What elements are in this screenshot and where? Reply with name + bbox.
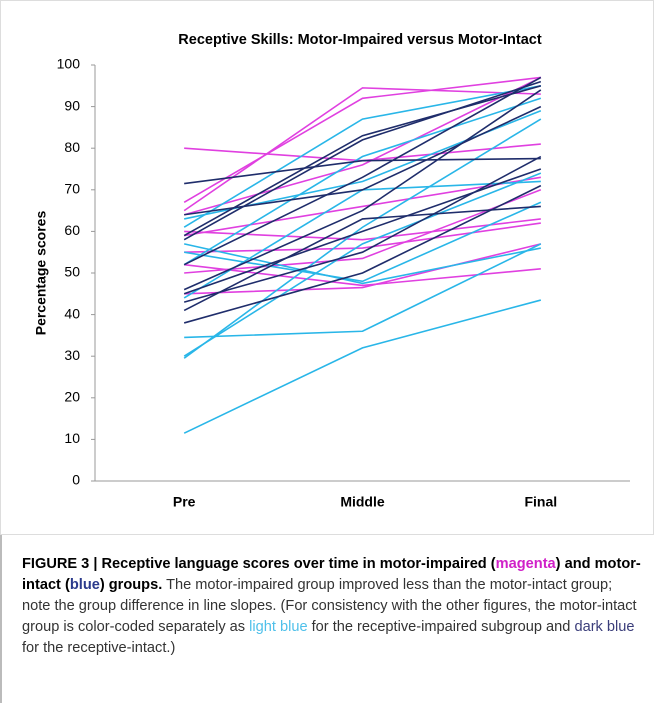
chart-title: Receptive Skills: Motor-Impaired versus …: [178, 32, 542, 48]
y-tick-label: 90: [64, 97, 80, 113]
series-line: [184, 189, 542, 274]
series-line: [183, 76, 542, 266]
series-line: [183, 205, 541, 312]
frame: [0, 0, 654, 535]
caption-text: ) groups.: [99, 577, 163, 593]
y-tick-label: 80: [64, 139, 80, 155]
caption-text: for the receptive-impaired subgroup and: [307, 619, 575, 635]
y-axis-label: Percentage scores: [33, 211, 49, 336]
series-line: [183, 89, 542, 291]
caption-text: magenta: [495, 556, 556, 572]
x-tick-label: Pre: [173, 494, 196, 510]
y-tick-label: 0: [72, 472, 80, 488]
series-line: [183, 76, 541, 203]
series-line: [184, 218, 541, 241]
caption: FIGURE 3 | Receptive language scores ove…: [22, 554, 642, 659]
caption-title: FIGURE 3 | Receptive language scores ove…: [22, 556, 641, 593]
chart: Receptive Skills: Motor-Impaired versus …: [0, 0, 654, 535]
series-line: [183, 76, 542, 216]
caption-text: The motor-impaired group improved less t…: [22, 577, 637, 635]
x-tick-label: Middle: [340, 494, 385, 510]
series-line: [183, 87, 541, 212]
y-tick-label: 60: [64, 222, 80, 238]
series-line: [183, 168, 542, 295]
series-line: [183, 184, 542, 324]
series-line: [183, 172, 542, 357]
series-line: [183, 97, 542, 266]
caption-text: for the receptive-intact.): [22, 640, 176, 656]
series-line: [183, 299, 542, 434]
caption-bar: [0, 535, 2, 703]
y-tick-label: 100: [57, 56, 81, 72]
caption-text: ) and motor-intact (: [22, 556, 641, 593]
y-tick-label: 30: [64, 347, 80, 363]
series-line: [184, 243, 542, 339]
caption-text: blue: [69, 577, 100, 593]
series-line: [184, 157, 541, 185]
series-line: [183, 118, 542, 359]
series-line: [184, 105, 542, 216]
series-line: [184, 263, 541, 287]
series-line: [183, 85, 542, 237]
series-line: [183, 85, 541, 228]
y-tick-label: 20: [64, 389, 80, 405]
y-tick-label: 40: [64, 305, 80, 321]
series-line: [184, 176, 541, 237]
series-line: [183, 155, 542, 303]
series-line: [184, 243, 542, 295]
caption-text: light blue: [249, 619, 308, 635]
x-tick-label: Final: [524, 494, 557, 510]
y-tick-label: 70: [64, 181, 80, 197]
series-line: [184, 222, 541, 253]
series-line: [183, 243, 541, 285]
y-tick-label: 10: [64, 430, 80, 446]
y-tick-label: 50: [64, 264, 80, 280]
caption-text: FIGURE 3 | Receptive language scores ove…: [22, 556, 496, 572]
caption-text: dark blue: [574, 619, 635, 635]
